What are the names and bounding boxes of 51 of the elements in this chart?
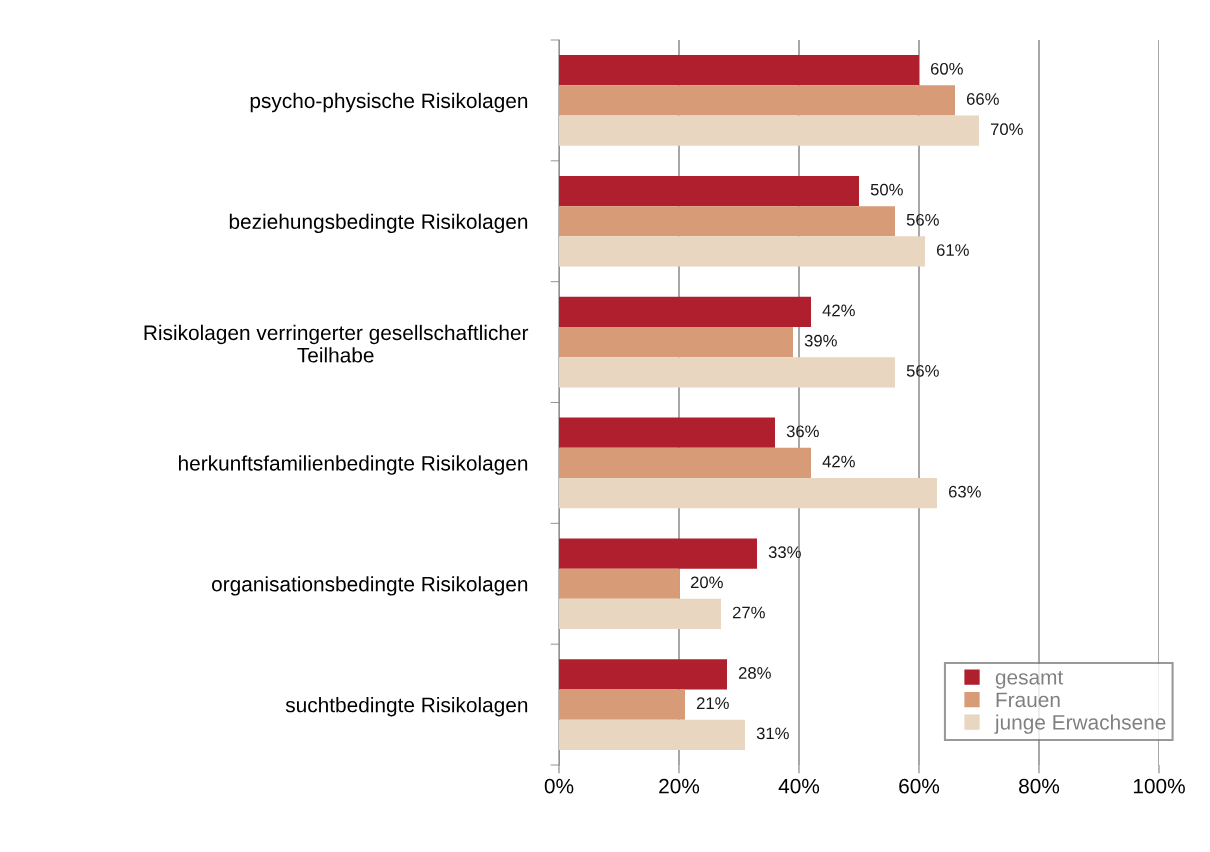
bar	[559, 115, 979, 146]
data-label: 31%	[756, 727, 789, 740]
data-label: 20%	[690, 576, 723, 589]
data-label: 27%	[732, 606, 765, 619]
data-label: 70%	[990, 123, 1023, 136]
data-label: 28%	[738, 667, 771, 679]
x-tick-label: 60%	[899, 778, 940, 794]
data-label: 39%	[804, 334, 837, 347]
x-tick-label: 20%	[659, 778, 700, 794]
y-tick-label: psycho-physische Risikolagen	[250, 92, 528, 113]
y-tick-label: herkunftsfamilienbedingte Risikolagen	[179, 455, 528, 475]
bar	[559, 447, 811, 479]
bar	[559, 598, 721, 630]
legend-label: junge Erwachsene	[994, 714, 1166, 734]
bar	[559, 236, 925, 267]
bar	[559, 417, 775, 448]
y-tick-label: beziehungsbedingte Risikolagen	[229, 213, 528, 234]
data-label: 42%	[822, 304, 855, 317]
bar	[559, 478, 937, 509]
data-label: 56%	[906, 213, 939, 226]
bar	[559, 357, 895, 388]
data-label: 56%	[906, 364, 939, 377]
x-tick-label: 100%	[1133, 778, 1185, 794]
data-label: 33%	[768, 546, 801, 559]
bar	[559, 538, 757, 569]
bar	[559, 175, 859, 207]
x-tick-label: 80%	[1019, 778, 1060, 794]
y-tick-label: suchtbedingte Risikolagen	[285, 697, 528, 717]
data-label: 36%	[786, 425, 819, 438]
bar	[559, 206, 895, 237]
data-label: 42%	[822, 455, 855, 468]
legend-label: gesamt	[995, 670, 1064, 689]
data-label: 66%	[966, 93, 999, 105]
x-tick-label: 40%	[778, 778, 820, 794]
bar	[559, 296, 811, 327]
y-tick-label: Risikolagen verringerter gesellschaftlicher Teilhabe	[144, 324, 529, 363]
x-tick-label: 0%	[544, 778, 574, 794]
data-label: 50%	[870, 183, 903, 196]
data-label: 21%	[696, 697, 729, 709]
bar	[559, 55, 919, 86]
bar	[559, 719, 745, 750]
bar	[559, 689, 685, 720]
legend-label: Frauen	[996, 692, 1060, 708]
bar	[559, 85, 955, 116]
y-tick-label: organisationsbedingte Risikolagen	[212, 576, 528, 596]
data-label: 61%	[936, 244, 969, 256]
data-label: 63%	[948, 485, 981, 498]
bar	[559, 326, 793, 358]
bar	[559, 568, 679, 599]
bar	[559, 659, 727, 690]
data-label: 60%	[930, 62, 963, 75]
